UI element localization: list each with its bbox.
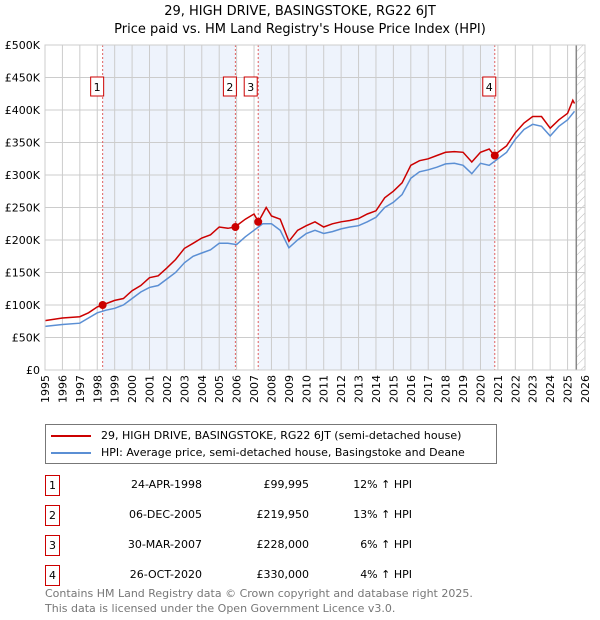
chart-plot: 1995 1996 1997 1998 1999 2000 2001 2002 2003 2004…	[5, 39, 592, 403]
x-tick-label: 2024	[544, 375, 557, 403]
sale-marker-label: 2	[226, 81, 233, 94]
sale-date: 26-OCT-2020	[129, 568, 202, 581]
legend-item-hpi: HPI: Average price, semi-detached house,…	[51, 446, 465, 460]
chart-title: 29, HIGH DRIVE, BASINGSTOKE, RG22 6JT	[164, 4, 436, 19]
sale-price: £330,000	[256, 568, 310, 581]
legend: 29, HIGH DRIVE, BASINGSTOKE, RG22 6JT (s…	[45, 424, 497, 464]
x-tick-label: 2012	[335, 375, 348, 403]
x-tick-label: 1999	[109, 375, 122, 403]
legend-swatch-red	[51, 435, 91, 437]
table-row: 2 06-DEC-2005 £219,950 13% ↑ HPI	[45, 505, 445, 526]
sale-price: £99,995	[263, 478, 310, 491]
legend-label: 29, HIGH DRIVE, BASINGSTOKE, RG22 6JT (s…	[101, 429, 462, 442]
legend-label: HPI: Average price, semi-detached house,…	[101, 446, 465, 459]
sale-number-badge: 2	[45, 505, 60, 526]
x-tick-label: 1996	[56, 375, 69, 403]
x-tick-label: 2014	[370, 375, 383, 403]
y-tick-label: £500K	[5, 39, 41, 52]
sale-hpi-diff: 12% ↑ HPI	[353, 478, 412, 491]
sale-point	[490, 151, 499, 160]
x-tick-label: 2016	[405, 375, 418, 403]
x-tick-label: 2007	[248, 375, 261, 403]
legend-item-property: 29, HIGH DRIVE, BASINGSTOKE, RG22 6JT (s…	[51, 429, 461, 443]
x-tick-label: 2020	[474, 375, 487, 403]
sale-date: 06-DEC-2005	[128, 508, 202, 521]
y-tick-label: £450K	[5, 72, 41, 85]
y-tick-label: £250K	[5, 202, 41, 215]
x-tick-label: 2004	[196, 375, 209, 403]
sale-price: £219,950	[256, 508, 310, 521]
y-tick-label: £300K	[5, 169, 41, 182]
table-row: 3 30-MAR-2007 £228,000 6% ↑ HPI	[45, 535, 445, 556]
sale-marker-label: 3	[247, 81, 254, 94]
plot-border	[44, 44, 586, 371]
sale-marker-box	[482, 76, 497, 97]
x-tick-label: 2009	[283, 375, 296, 403]
table-row: 4 26-OCT-2020 £330,000 4% ↑ HPI	[45, 565, 445, 586]
y-tick-label: £50K	[12, 332, 41, 345]
y-tick-label: £0	[26, 364, 40, 377]
sale-point	[231, 223, 240, 232]
sale-marker-box	[243, 76, 258, 97]
x-tick-label: 2010	[300, 375, 313, 403]
sale-date: 24-APR-1998	[130, 478, 202, 491]
x-tick-label: 2025	[562, 375, 575, 403]
footer-licence: This data is licensed under the Open Gov…	[45, 602, 396, 615]
x-tick-label: 2026	[579, 375, 592, 403]
x-tick-label: 2005	[213, 375, 226, 403]
x-tick-label: 2015	[387, 375, 400, 403]
x-tick-label: 2011	[318, 375, 331, 403]
sale-marker-label: 1	[94, 81, 101, 94]
sale-point	[98, 301, 107, 310]
x-tick-label: 2002	[161, 375, 174, 403]
x-tick-label: 2006	[231, 375, 244, 403]
sale-price: £228,000	[256, 538, 310, 551]
sale-point	[254, 217, 263, 226]
x-tick-label: 1998	[91, 375, 104, 403]
y-tick-label: £100K	[5, 299, 41, 312]
table-row: 1 24-APR-1998 £99,995 12% ↑ HPI	[45, 475, 445, 496]
x-tick-label: 2018	[440, 375, 453, 403]
x-tick-label: 1995	[39, 375, 52, 403]
sale-marker-label: 4	[486, 81, 493, 94]
sale-marker-box	[222, 76, 237, 97]
x-tick-label: 2022	[509, 375, 522, 403]
series-line-hpi	[44, 110, 576, 328]
x-tick-label: 2021	[492, 375, 505, 403]
x-tick-label: 1997	[74, 375, 87, 403]
x-tick-label: 2017	[422, 375, 435, 403]
y-tick-label: £350K	[5, 137, 41, 150]
x-tick-label: 2000	[126, 375, 139, 403]
sale-number-badge: 1	[45, 475, 60, 496]
x-tick-label: 2013	[353, 375, 366, 403]
sale-hpi-diff: 13% ↑ HPI	[353, 508, 412, 521]
footer-copyright: Contains HM Land Registry data © Crown c…	[45, 587, 473, 600]
sale-date: 30-MAR-2007	[127, 538, 202, 551]
sale-marker-box	[90, 76, 105, 97]
sale-number-badge: 3	[45, 535, 60, 556]
x-tick-label: 2001	[144, 375, 157, 403]
sale-number-badge: 4	[45, 565, 60, 586]
y-tick-label: £150K	[5, 267, 41, 280]
x-tick-label: 2008	[265, 375, 278, 403]
x-tick-label: 2003	[178, 375, 191, 403]
y-tick-label: £200K	[5, 234, 41, 247]
chart-subtitle: Price paid vs. HM Land Registry's House …	[114, 22, 486, 37]
x-tick-label: 2023	[527, 375, 540, 403]
sale-hpi-diff: 4% ↑ HPI	[360, 568, 412, 581]
x-tick-label: 2019	[457, 375, 470, 403]
sale-hpi-diff: 6% ↑ HPI	[360, 538, 412, 551]
y-tick-label: £400K	[5, 104, 41, 117]
legend-swatch-blue	[51, 452, 91, 454]
